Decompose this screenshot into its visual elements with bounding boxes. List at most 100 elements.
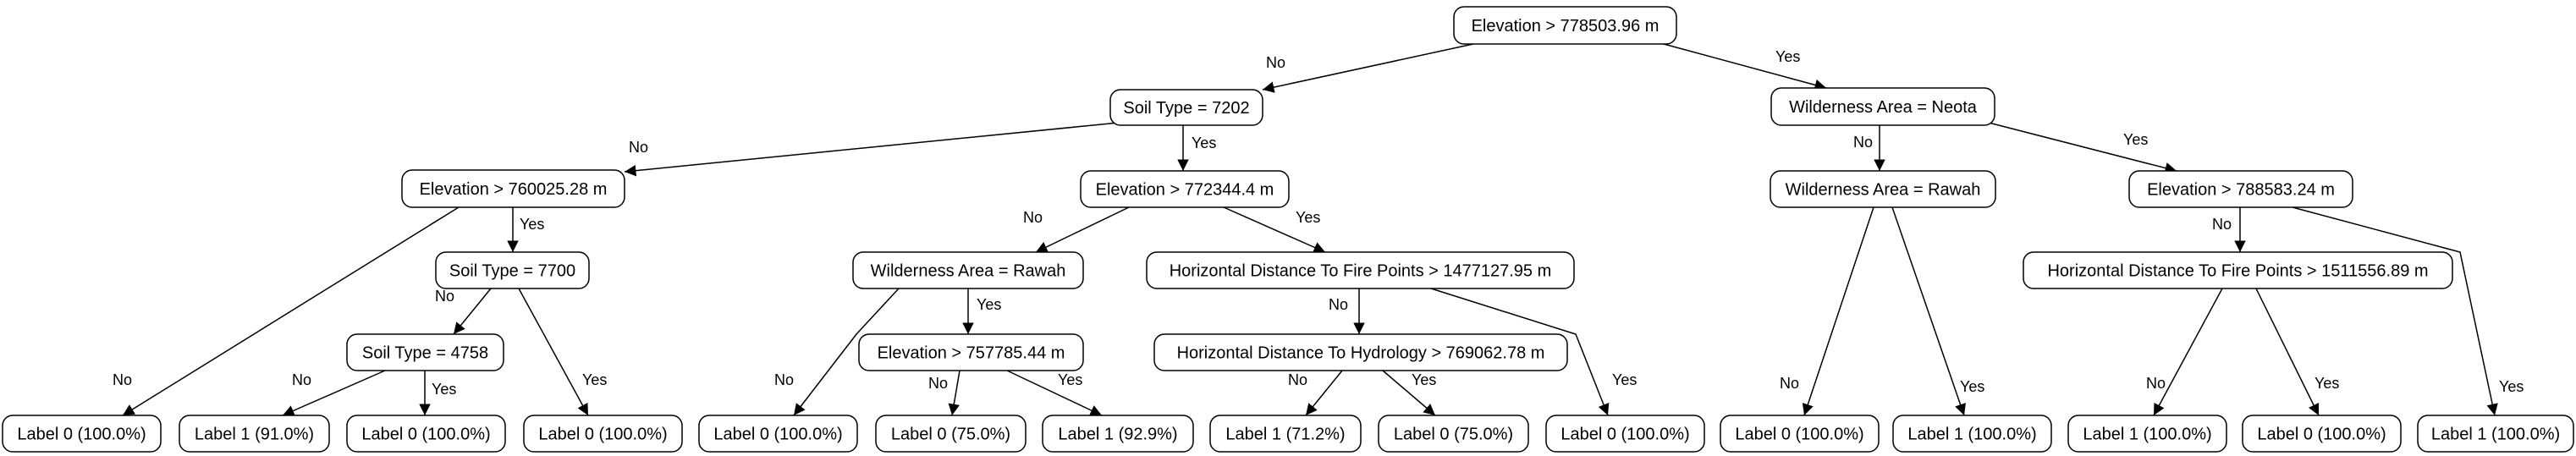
node-box (435, 251, 590, 289)
edge-label-no: No (1780, 375, 1799, 392)
edge-n1-n4: Yes (1177, 125, 1216, 171)
edge-n9-l9: Yes (1430, 288, 1637, 416)
edge-label-yes: Yes (2315, 375, 2339, 392)
node-box (346, 333, 504, 371)
edge-line (1802, 206, 1874, 416)
edge-n6-l14: Yes (2292, 206, 2524, 416)
decision-node-n5: Wilderness Area = Rawah (1770, 170, 1996, 208)
edge-n10-l13: Yes (2255, 288, 2339, 416)
edge-n9-n13: No (1329, 288, 1365, 334)
edge-label-yes: Yes (977, 296, 1001, 313)
edge-line (1988, 122, 2177, 174)
decision-node-n1: Soil Type = 7202 (1109, 89, 1263, 126)
edge-label-yes: Yes (520, 216, 544, 233)
edge-n3-l0: No (113, 206, 460, 416)
node-label: Wilderness Area = Rawah (1786, 181, 1981, 200)
leaf-node-l5: Label 0 (75.0%) (875, 415, 1027, 453)
node-box (1545, 415, 1705, 453)
edge-n7-l3: Yes (518, 288, 607, 416)
node-label: Label 1 (100.0%) (2431, 426, 2560, 444)
edge-n6-n10: No (2212, 207, 2246, 252)
node-label: Label 0 (100.0%) (2257, 426, 2386, 444)
edge-label-yes: Yes (432, 381, 456, 398)
edge-line (1262, 43, 1474, 93)
edge-line (624, 122, 1120, 177)
edge-line (1035, 206, 1130, 253)
node-layer: Elevation > 778503.96 m Soil Type = 7202 W… (2, 6, 2574, 453)
edge-label-no: No (2146, 375, 2166, 392)
node-label: Label 0 (100.0%) (361, 426, 490, 444)
node-label: Wilderness Area = Neota (1789, 98, 1978, 117)
leaf-node-l12: Label 1 (100.0%) (2067, 415, 2227, 453)
node-label: Label 0 (75.0%) (891, 426, 1010, 444)
node-box (1770, 87, 1995, 126)
decision-node-n0: Elevation > 778503.96 m (1453, 6, 1677, 45)
node-label: Soil Type = 4758 (362, 344, 488, 363)
edge-line (518, 288, 589, 416)
node-box (1146, 251, 1575, 289)
edge-label-no: No (774, 371, 794, 388)
edge-n0-n2: Yes (1663, 43, 1827, 91)
edge-line (2255, 288, 2320, 416)
edge-label-no: No (113, 371, 132, 388)
leaf-node-l13: Label 0 (100.0%) (2242, 415, 2402, 453)
decision-node-n12: Elevation > 757785.44 m (858, 333, 1084, 371)
node-box (2242, 415, 2402, 453)
node-box (1080, 170, 1290, 208)
node-label: Label 1 (100.0%) (1907, 426, 2036, 444)
edge-label-yes: Yes (2499, 378, 2524, 395)
leaf-node-l0: Label 0 (100.0%) (2, 415, 162, 453)
edge-label-no: No (1023, 209, 1043, 226)
node-box (179, 415, 330, 453)
edge-label-no: No (2212, 216, 2232, 233)
edge-label-no: No (292, 371, 311, 388)
edge-label-yes: Yes (1296, 209, 1320, 226)
edge-n2-n6: Yes (1988, 122, 2177, 174)
node-label: Label 1 (92.9%) (1058, 426, 1177, 444)
node-box (1453, 6, 1677, 45)
edge-n13-l8: Yes (1382, 370, 1436, 416)
node-box (401, 169, 625, 208)
node-label: Label 1 (71.2%) (1225, 426, 1345, 444)
node-label: Horizontal Distance To Hydrology > 76906… (1177, 344, 1545, 363)
edge-n0-n1: No (1262, 43, 1474, 93)
node-box (1209, 415, 1362, 453)
edge-n8-n12: Yes (962, 288, 1001, 334)
edge-label-no: No (1853, 134, 1873, 151)
edge-line (1305, 370, 1343, 416)
node-box (1153, 333, 1568, 371)
leaf-node-l8: Label 0 (75.0%) (1378, 415, 1529, 453)
leaf-node-l14: Label 1 (100.0%) (2417, 415, 2574, 453)
edge-label-no: No (1329, 296, 1348, 313)
decision-node-n4: Elevation > 772344.4 m (1080, 170, 1290, 208)
edge-n2-n5: No (1853, 125, 1885, 171)
leaf-node-l4: Label 0 (100.0%) (698, 415, 858, 453)
edge-label-yes: Yes (1412, 371, 1436, 388)
leaf-node-l7: Label 1 (71.2%) (1209, 415, 1362, 453)
node-label: Label 0 (100.0%) (1560, 426, 1689, 444)
edge-line (1382, 370, 1436, 416)
edge-label-yes: Yes (1612, 371, 1637, 388)
node-box (852, 251, 1084, 289)
decision-node-n8: Wilderness Area = Rawah (852, 251, 1084, 289)
decision-node-n7: Soil Type = 7700 (435, 251, 590, 289)
node-box (346, 415, 506, 453)
edge-label-no: No (1288, 371, 1307, 388)
node-label: Elevation > 760025.28 m (420, 180, 608, 199)
edge-line (1891, 206, 1966, 416)
edge-label-no: No (435, 288, 454, 305)
edge-line (1663, 43, 1827, 91)
node-box (1770, 170, 1996, 208)
edge-label-no: No (629, 139, 648, 156)
edge-label-yes: Yes (2123, 131, 2148, 148)
edge-line (1223, 206, 1326, 253)
node-label: Elevation > 788583.24 m (2147, 181, 2335, 200)
node-label: Label 1 (100.0%) (2083, 426, 2211, 444)
leaf-node-l9: Label 0 (100.0%) (1545, 415, 1705, 453)
node-box (2067, 415, 2227, 453)
node-label: Label 0 (75.0%) (1394, 426, 1513, 444)
node-box (1042, 415, 1194, 453)
edge-line (948, 370, 960, 416)
node-box (2, 415, 162, 453)
edge-n4-n9: Yes (1223, 206, 1326, 253)
